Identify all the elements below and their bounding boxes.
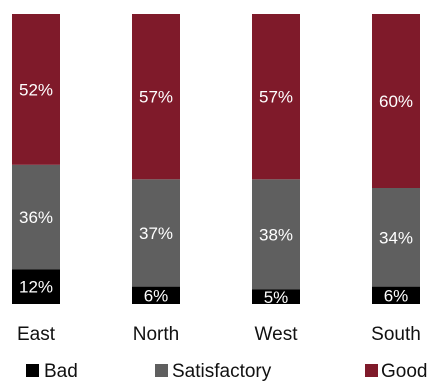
bar-segment-good-south: [372, 14, 420, 188]
legend-swatch-bad: [26, 364, 39, 377]
data-label-satisfactory-east: 36%: [19, 208, 53, 227]
legend-label-satisfactory: Satisfactory: [172, 361, 272, 382]
data-label-bad-south: 6%: [384, 286, 409, 305]
legend-label-bad: Bad: [44, 361, 78, 382]
legend-swatch-good: [365, 364, 378, 377]
category-label-south: South: [371, 324, 421, 345]
bar-segment-satisfactory-north: [132, 179, 180, 287]
data-label-satisfactory-north: 37%: [139, 224, 173, 243]
segment-labels-group: 12% 36% 52% 6% 37% 57% 5% 38% 57% 6% 34% 60%: [19, 80, 413, 306]
data-label-good-north: 57%: [139, 88, 173, 107]
data-label-bad-north: 6%: [144, 286, 169, 305]
bar-segment-good-east: [12, 14, 60, 165]
bar-segment-bad-east: [12, 269, 60, 304]
bars-group: [12, 14, 420, 304]
data-label-bad-east: 12%: [19, 278, 53, 297]
legend: Bad Satisfactory Good: [26, 361, 427, 382]
bar-segment-good-north: [132, 14, 180, 180]
category-label-east: East: [17, 324, 56, 345]
data-label-good-west: 57%: [259, 88, 293, 107]
bar-segment-satisfactory-west: [252, 179, 300, 290]
category-labels-group: East North West South: [17, 324, 421, 345]
legend-label-good: Good: [381, 361, 427, 382]
bar-segment-satisfactory-east: [12, 164, 60, 270]
category-label-north: North: [133, 324, 179, 345]
bar-segment-bad-north: [132, 286, 180, 304]
bar-segment-good-west: [252, 14, 300, 180]
bar-segment-satisfactory-south: [372, 188, 420, 287]
data-label-satisfactory-south: 34%: [379, 228, 413, 247]
category-label-west: West: [255, 324, 299, 345]
data-label-satisfactory-west: 38%: [259, 225, 293, 244]
legend-swatch-satisfactory: [155, 364, 168, 377]
data-label-good-east: 52%: [19, 80, 53, 99]
bar-segment-bad-west: [252, 289, 300, 304]
data-label-good-south: 60%: [379, 92, 413, 111]
bar-segment-bad-south: [372, 286, 420, 304]
data-label-bad-west: 5%: [264, 288, 289, 307]
